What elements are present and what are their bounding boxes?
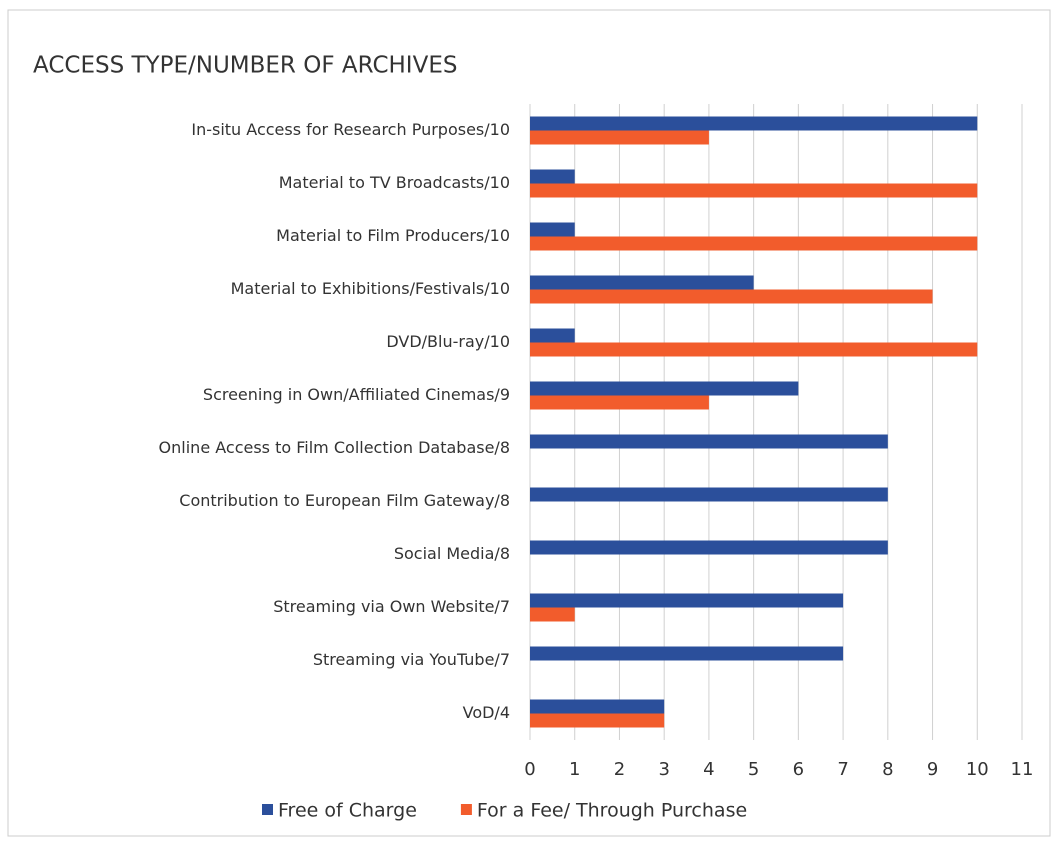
bar	[530, 130, 709, 145]
x-tick-label: 2	[614, 759, 625, 780]
y-tick-label: In-situ Access for Research Purposes/10	[191, 120, 510, 139]
y-tick-label: Streaming via Own Website/7	[273, 597, 510, 616]
x-tick-label: 3	[658, 759, 669, 780]
y-tick-label: Contribution to European Film Gateway/8	[179, 491, 510, 510]
y-tick-label: Social Media/8	[394, 544, 510, 563]
bar	[530, 646, 844, 661]
bar	[530, 342, 978, 357]
x-tick-label: 9	[927, 759, 938, 780]
y-tick-label: VoD/4	[463, 703, 510, 722]
bar	[530, 713, 665, 728]
bar	[530, 183, 978, 198]
legend-label: Free of Charge	[278, 800, 417, 822]
x-tick-label: 8	[882, 759, 893, 780]
x-tick-label: 7	[837, 759, 848, 780]
bar	[530, 328, 575, 343]
y-tick-label: Material to TV Broadcasts/10	[279, 173, 510, 192]
x-tick-label: 5	[748, 759, 759, 780]
y-tick-label: Material to Film Producers/10	[276, 226, 510, 245]
bar	[530, 607, 575, 622]
bar	[530, 116, 978, 131]
bar	[530, 540, 888, 555]
bar	[530, 275, 754, 290]
x-tick-label: 6	[793, 759, 804, 780]
y-tick-label: Online Access to Film Collection Databas…	[159, 438, 510, 457]
bar	[530, 169, 575, 184]
x-tick-label: 4	[703, 759, 714, 780]
x-tick-label: 0	[524, 759, 535, 780]
bar	[530, 236, 978, 251]
legend-swatch	[262, 804, 273, 815]
y-tick-label: Screening in Own/Affiliated Cinemas/9	[203, 385, 510, 404]
x-tick-label: 11	[1011, 759, 1034, 780]
bar	[530, 593, 844, 608]
y-tick-label: Material to Exhibitions/Festivals/10	[231, 279, 510, 298]
y-tick-label: DVD/Blu-ray/10	[386, 332, 510, 351]
chart-frame	[7, 9, 1051, 837]
bar	[530, 395, 709, 410]
legend-swatch	[460, 804, 472, 815]
bar	[530, 289, 933, 304]
bar	[530, 381, 799, 396]
bar	[530, 487, 888, 502]
legend-label: For a Fee/ Through Purchase	[477, 800, 747, 822]
bar	[530, 222, 575, 237]
x-tick-label: 1	[569, 759, 580, 780]
x-tick-label: 10	[966, 759, 989, 780]
y-tick-label: Streaming via YouTube/7	[313, 650, 510, 669]
bar	[530, 699, 665, 714]
bar	[530, 434, 888, 449]
chart-title: ACCESS TYPE/NUMBER OF ARCHIVES	[33, 53, 457, 79]
